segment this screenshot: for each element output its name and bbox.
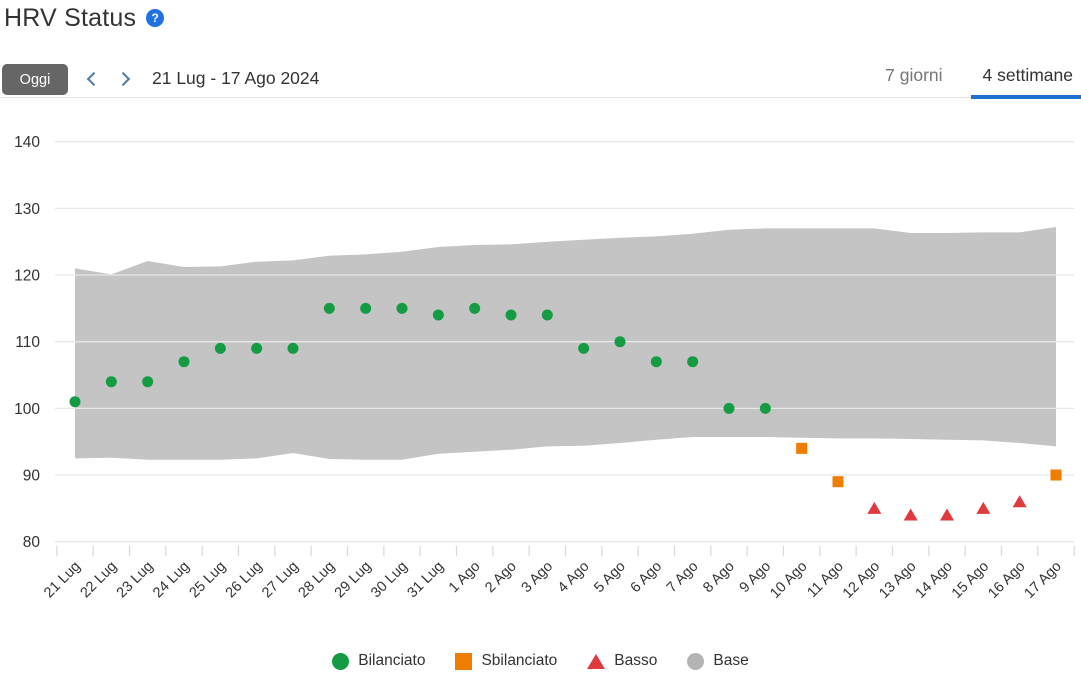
low-triangle-icon [587, 653, 606, 669]
y-axis-label: 80 [23, 534, 41, 551]
data-point-4-ago[interactable] [578, 342, 590, 354]
previous-period-button[interactable] [78, 66, 104, 92]
data-point-31-lug[interactable] [432, 309, 444, 321]
page-title: HRV Status [4, 3, 137, 32]
x-axis-label: 3 Ago [519, 559, 557, 597]
x-axis-label: 22 Lug [77, 559, 120, 602]
x-axis-label: 8 Ago [700, 559, 738, 597]
legend-item-bilanciato: Bilanciato [332, 652, 425, 670]
y-axis-label: 120 [14, 268, 40, 285]
data-point-5-ago[interactable] [614, 336, 626, 348]
data-point-29-lug[interactable] [360, 302, 372, 314]
data-point-13-ago[interactable] [903, 508, 918, 521]
x-axis-label: 26 Lug [223, 559, 266, 602]
x-axis-label: 30 Lug [368, 559, 411, 602]
balanced-circle-icon [332, 652, 350, 670]
baseline-circle-icon [687, 652, 705, 670]
data-point-15-ago[interactable] [976, 501, 991, 514]
x-axis-label: 1 Ago [446, 559, 484, 597]
x-axis-label: 6 Ago [628, 559, 666, 597]
x-axis-label: 12 Ago [840, 559, 883, 602]
data-point-25-lug[interactable] [214, 342, 226, 354]
x-axis-label: 16 Ago [985, 559, 1028, 602]
x-axis-label: 31 Lug [404, 559, 447, 602]
data-point-21-lug[interactable] [69, 396, 81, 408]
period-tabs: 7 giorni 4 settimane [879, 65, 1081, 99]
data-point-6-ago[interactable] [650, 356, 662, 368]
y-axis-label: 100 [14, 401, 40, 418]
data-point-11-ago[interactable] [832, 476, 844, 488]
data-point-2-ago[interactable] [505, 309, 517, 321]
data-point-27-lug[interactable] [287, 342, 299, 354]
title-bar: HRV Status ? [4, 2, 165, 34]
data-point-16-ago[interactable] [1012, 495, 1027, 508]
unbalanced-square-icon [455, 652, 473, 670]
data-point-17-ago[interactable] [1050, 469, 1062, 481]
data-point-28-lug[interactable] [323, 302, 335, 314]
y-axis-label: 140 [14, 134, 40, 151]
tab-4-settimane[interactable]: 4 settimane [970, 65, 1081, 99]
data-point-22-lug[interactable] [105, 376, 117, 388]
data-point-12-ago[interactable] [867, 501, 882, 514]
x-axis-label: 21 Lug [41, 559, 84, 602]
chart-legend: Bilanciato Sbilanciato Basso Base [0, 652, 1081, 670]
y-axis-label: 90 [23, 468, 41, 485]
x-axis-label: 28 Lug [295, 559, 338, 602]
y-axis-label: 130 [14, 201, 40, 218]
data-point-26-lug[interactable] [251, 342, 263, 354]
x-axis-label: 7 Ago [664, 559, 702, 597]
today-button[interactable]: Oggi [2, 64, 68, 95]
x-axis-label: 11 Ago [804, 559, 846, 601]
x-axis-label: 17 Ago [1022, 559, 1065, 602]
x-axis-label: 5 Ago [591, 559, 629, 597]
y-axis-label: 110 [15, 334, 40, 351]
hrv-chart-container: 80 90 100 110 120 130 140 21 Lug 22 Lug 23 Lug 24 … [0, 110, 1081, 610]
x-axis-label: 25 Lug [186, 559, 229, 602]
x-axis-label: 24 Lug [150, 559, 193, 602]
tab-7-giorni[interactable]: 7 giorni [885, 65, 943, 85]
legend-item-base: Base [687, 652, 749, 670]
x-axis-label: 23 Lug [114, 559, 157, 602]
baseline-band [75, 227, 1056, 460]
x-axis-label: 2 Ago [482, 559, 520, 597]
help-icon[interactable]: ? [146, 9, 165, 27]
legend-item-sbilanciato: Sbilanciato [455, 652, 557, 670]
data-point-8-ago[interactable] [723, 402, 735, 414]
data-point-3-ago[interactable] [541, 309, 553, 321]
data-point-14-ago[interactable] [939, 508, 954, 521]
x-axis-label: 4 Ago [555, 559, 593, 597]
x-axis-label: 29 Lug [332, 559, 375, 602]
chart-controls: Oggi 21 Lug - 17 Ago 2024 7 giorni 4 set… [0, 60, 1081, 99]
data-point-9-ago[interactable] [759, 402, 771, 414]
x-axis-label: 15 Ago [949, 559, 992, 602]
x-axis-label: 14 Ago [913, 559, 956, 602]
date-range-label: 21 Lug - 17 Ago 2024 [152, 68, 320, 88]
x-axis-label: 27 Lug [259, 559, 302, 602]
legend-item-basso: Basso [587, 652, 657, 670]
chevron-right-icon [116, 71, 131, 86]
chevron-left-icon [86, 71, 101, 86]
data-point-7-ago[interactable] [687, 356, 699, 368]
data-point-24-lug[interactable] [178, 356, 190, 368]
next-period-button[interactable] [113, 66, 139, 92]
data-point-30-lug[interactable] [396, 302, 408, 314]
data-point-23-lug[interactable] [142, 376, 154, 388]
data-point-1-ago[interactable] [469, 302, 481, 314]
x-axis-label: 13 Ago [876, 559, 919, 602]
x-axis-label: 10 Ago [767, 559, 810, 602]
data-point-10-ago[interactable] [796, 442, 808, 454]
